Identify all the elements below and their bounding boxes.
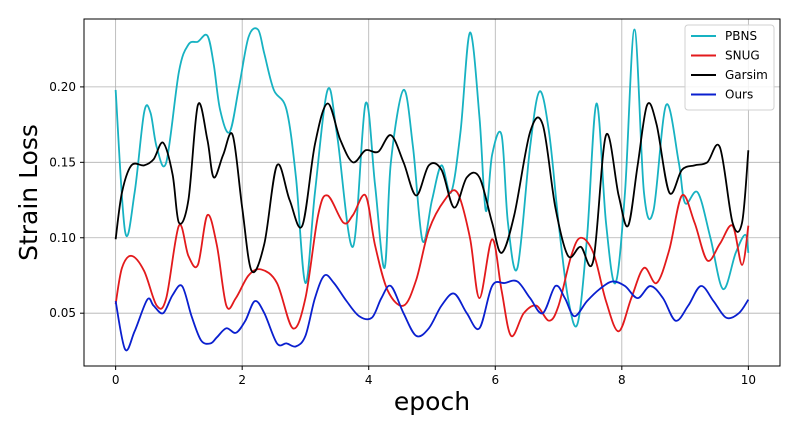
- y-axis-label: Strain Loss: [14, 124, 43, 261]
- x-axis-label: epoch: [394, 387, 470, 416]
- x-tick-label: 0: [112, 373, 120, 387]
- legend-label-ours: Ours: [725, 88, 753, 102]
- x-tick-label: 10: [741, 373, 756, 387]
- x-tick-label: 4: [365, 373, 373, 387]
- grid-lines: [84, 19, 780, 366]
- y-tick-label: 0.20: [49, 80, 76, 94]
- series-line-snug: [114, 189, 750, 338]
- legend-box: [684, 24, 775, 111]
- x-tick-label: 6: [491, 373, 499, 387]
- legend-label-garsim: Garsim: [725, 68, 768, 82]
- axis-ticks: 0 2 4 6 8 10 0.05 0.10 0.15 0.20: [49, 80, 756, 387]
- plot-area: [114, 27, 750, 352]
- legend-label-snug: SNUG: [725, 49, 760, 63]
- x-tick-label: 8: [618, 373, 626, 387]
- y-tick-label: 0.10: [49, 231, 76, 245]
- y-tick-label: 0.05: [49, 306, 76, 320]
- series-line-garsim: [114, 102, 750, 274]
- series-line-pbns: [114, 27, 750, 328]
- plot-frame: [83, 18, 781, 367]
- x-tick-label: 2: [238, 373, 246, 387]
- legend: PBNS SNUG Garsim Ours: [684, 24, 775, 111]
- series-line-ours: [114, 274, 750, 352]
- legend-label-pbns: PBNS: [725, 29, 757, 43]
- y-tick-label: 0.15: [49, 155, 76, 169]
